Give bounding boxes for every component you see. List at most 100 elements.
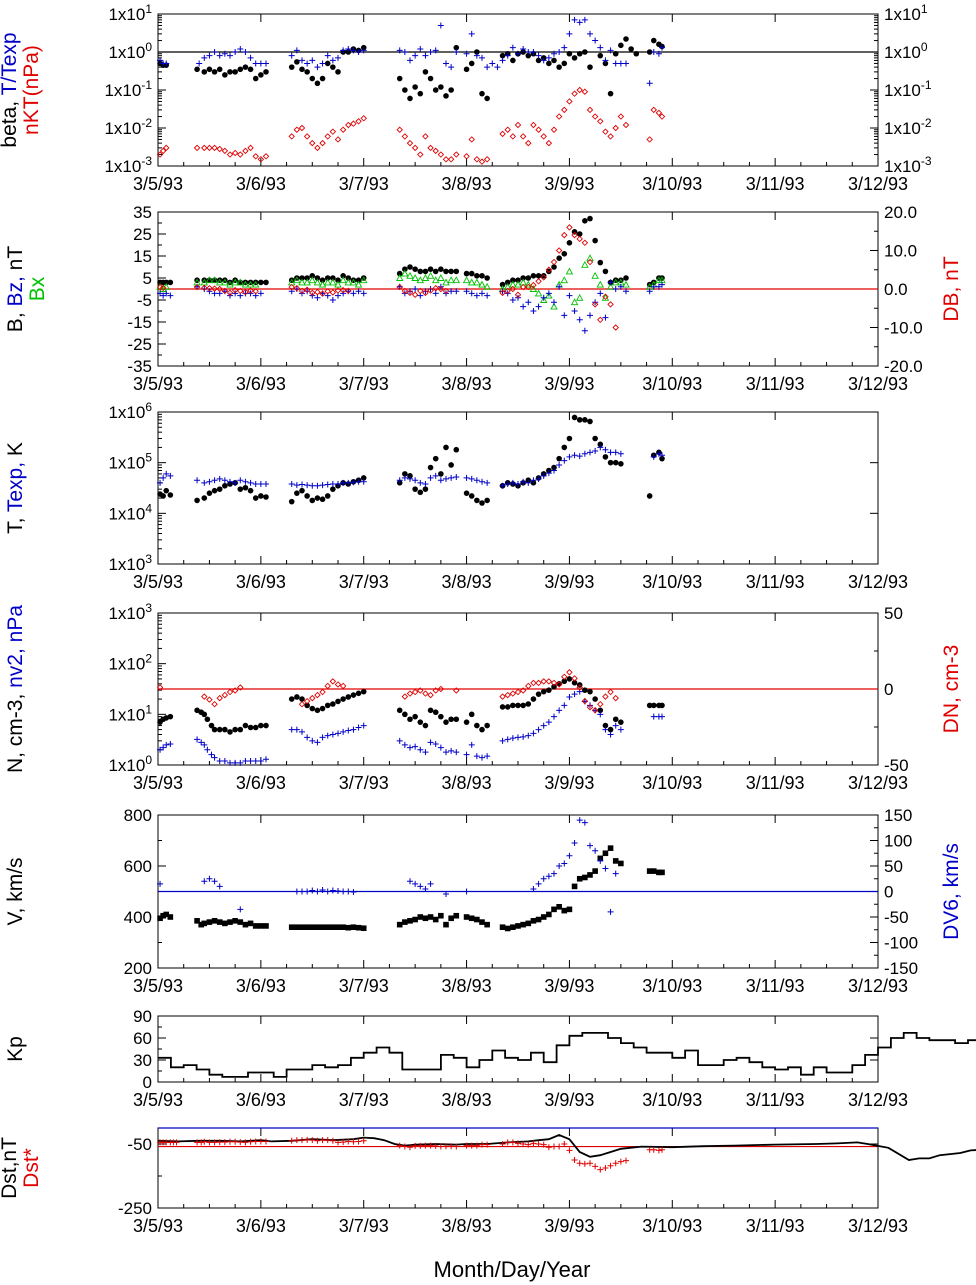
data-point — [453, 749, 460, 756]
data-point — [340, 47, 347, 54]
x-tick-label: 3/6/93 — [236, 1090, 286, 1110]
data-point — [330, 64, 336, 70]
data-point — [329, 297, 336, 303]
data-point — [304, 275, 310, 281]
data-point — [309, 139, 316, 147]
data-point — [211, 918, 218, 924]
panel-dst: -250 -50 3/5/93 3/6/93 3/7/93 3/8/93 3/9/93 3/1… — [0, 1127, 976, 1236]
data-point — [551, 50, 557, 57]
x-tick-label: 3/5/93 — [133, 976, 183, 996]
data-point — [324, 888, 331, 895]
data-point — [442, 156, 450, 163]
data-point — [571, 55, 578, 61]
data-point — [247, 287, 254, 294]
data-point — [211, 277, 218, 284]
data-point — [288, 133, 295, 140]
series-Texp — [157, 444, 665, 489]
data-point — [412, 743, 419, 750]
data-point — [396, 1142, 403, 1149]
data-point — [443, 60, 449, 67]
data-point — [546, 60, 552, 67]
x-tick-label: 3/12/93 — [848, 174, 908, 194]
data-point — [571, 231, 578, 239]
data-point — [314, 294, 321, 301]
y-axis-label-left: N, cm-3, nv2, nPa — [4, 605, 27, 773]
right-tick-label: 50 — [884, 604, 903, 623]
data-point — [453, 1143, 460, 1150]
left-tick-label: 1x104 — [108, 501, 152, 523]
data-point — [340, 888, 347, 895]
data-point — [396, 921, 403, 928]
data-point — [242, 484, 249, 491]
data-point — [330, 924, 336, 930]
data-point — [474, 916, 480, 923]
data-point — [556, 455, 562, 462]
data-point — [309, 924, 316, 930]
series-T — [157, 414, 665, 506]
data-point — [299, 888, 305, 895]
x-tick-label: 3/10/93 — [642, 572, 702, 592]
data-point — [345, 275, 352, 281]
left-tick-label: 35 — [133, 203, 152, 222]
x-tick-label: 3/12/93 — [848, 773, 908, 793]
data-point — [530, 49, 537, 55]
data-point — [535, 303, 542, 310]
data-point — [298, 287, 306, 295]
data-point — [479, 754, 485, 761]
data-point — [329, 278, 337, 286]
data-point — [535, 726, 542, 733]
data-point — [411, 688, 419, 696]
data-point — [263, 480, 269, 487]
x-tick-label: 3/5/93 — [133, 773, 183, 793]
data-point — [571, 414, 578, 421]
data-point — [334, 136, 342, 143]
data-point — [535, 57, 542, 64]
data-point — [246, 280, 255, 288]
data-point — [198, 739, 205, 746]
data-point — [659, 455, 665, 462]
data-point — [587, 1160, 593, 1167]
data-point — [463, 490, 470, 496]
data-point — [242, 288, 249, 296]
data-point — [252, 153, 259, 160]
data-point — [499, 130, 506, 138]
data-point — [650, 37, 657, 44]
data-point — [211, 69, 218, 75]
data-point — [339, 682, 347, 690]
data-point — [319, 705, 326, 712]
data-point — [504, 52, 511, 59]
data-point — [571, 1157, 578, 1163]
data-point — [330, 701, 336, 707]
data-point — [597, 118, 604, 125]
data-point — [612, 716, 619, 723]
data-point — [607, 459, 614, 466]
x-tick-label: 3/9/93 — [544, 374, 594, 394]
data-point — [587, 449, 593, 456]
data-point — [655, 283, 662, 290]
data-point — [448, 747, 455, 754]
data-point — [650, 868, 657, 874]
data-point — [607, 90, 614, 97]
x-tick-label: 3/12/93 — [848, 1216, 908, 1236]
x-axis-label: Month/Day/Year — [434, 1257, 591, 1282]
data-point — [257, 290, 264, 297]
data-point — [591, 113, 599, 120]
data-point — [530, 679, 537, 687]
data-point — [304, 1136, 311, 1143]
data-point — [566, 98, 573, 105]
data-point — [319, 924, 326, 930]
data-point — [401, 1143, 408, 1150]
data-point — [194, 477, 201, 484]
data-point — [201, 69, 208, 75]
data-point — [396, 737, 403, 744]
data-point — [504, 691, 511, 699]
data-point — [160, 292, 167, 299]
data-point — [484, 95, 490, 102]
data-point — [226, 289, 234, 297]
data-point — [478, 158, 486, 165]
data-point — [473, 477, 480, 484]
data-point — [314, 924, 321, 930]
left-tick-label: 1x10-2 — [104, 116, 152, 138]
data-point — [237, 1139, 244, 1146]
data-point — [251, 280, 260, 288]
